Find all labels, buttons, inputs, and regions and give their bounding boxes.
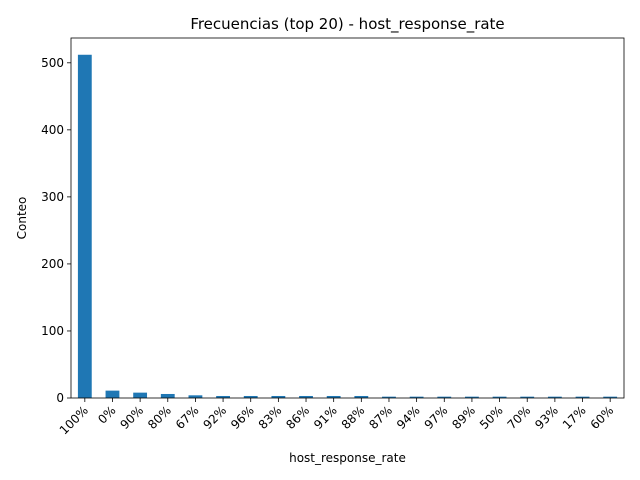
y-tick-label: 100 (41, 324, 64, 338)
bar (465, 396, 479, 398)
bar (271, 395, 286, 398)
bar (437, 396, 452, 398)
y-axis-label: Conteo (15, 197, 29, 240)
bar (188, 395, 203, 398)
bar (77, 54, 92, 398)
axes-frame (70, 37, 625, 399)
bar (105, 390, 120, 398)
bar (382, 396, 396, 398)
y-tick-label: 500 (41, 56, 64, 70)
bar (216, 395, 230, 398)
bar (575, 396, 590, 398)
chart-title: Frecuencias (top 20) - host_response_rat… (190, 15, 504, 34)
bar (354, 395, 369, 398)
bar (520, 396, 535, 398)
bar (160, 393, 175, 398)
bar (326, 395, 341, 398)
bar (547, 396, 562, 398)
bar (409, 396, 424, 398)
y-tick-label: 400 (41, 123, 64, 137)
y-tick-label: 300 (41, 190, 64, 204)
x-axis-label: host_response_rate (289, 451, 406, 465)
y-tick-label: 0 (56, 391, 64, 405)
y-tick-label: 200 (41, 257, 64, 271)
bar (299, 395, 313, 398)
bar (603, 396, 618, 398)
bar (492, 396, 507, 398)
bar (243, 395, 258, 398)
bar (133, 392, 148, 398)
